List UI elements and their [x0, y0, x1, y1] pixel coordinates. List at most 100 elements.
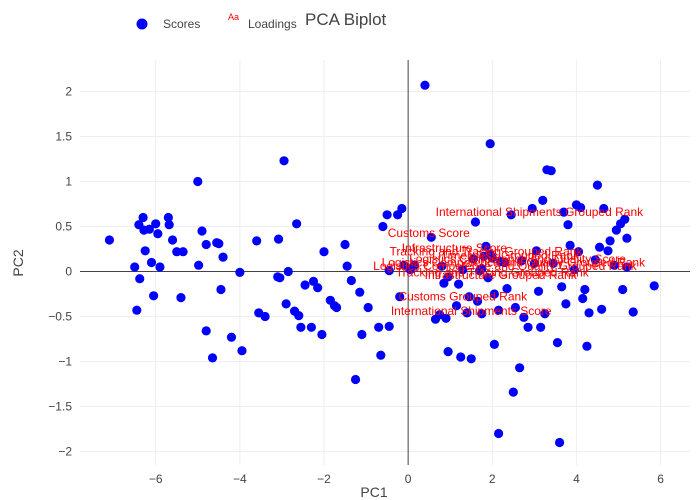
score-point[interactable] [523, 322, 533, 332]
score-point[interactable] [517, 256, 527, 266]
score-point[interactable] [104, 235, 115, 245]
score-point[interactable] [426, 232, 436, 242]
score-point[interactable] [456, 352, 466, 362]
score-point[interactable] [489, 289, 499, 299]
score-point[interactable] [437, 261, 447, 271]
score-point[interactable] [599, 203, 609, 214]
score-point[interactable] [531, 246, 542, 256]
score-point[interactable] [468, 254, 478, 264]
score-point[interactable] [218, 252, 228, 262]
score-point[interactable] [649, 281, 659, 291]
score-point[interactable] [500, 257, 510, 268]
score-point[interactable] [493, 305, 504, 315]
score-point[interactable] [235, 267, 245, 277]
score-point[interactable] [548, 258, 558, 268]
score-point[interactable] [382, 210, 392, 220]
score-point[interactable] [508, 387, 518, 397]
score-point[interactable] [561, 299, 571, 309]
score-point[interactable] [164, 220, 174, 230]
score-point[interactable] [493, 428, 504, 439]
score-point[interactable] [260, 311, 270, 322]
score-point[interactable] [378, 221, 388, 232]
score-point[interactable] [540, 309, 550, 319]
score-point[interactable] [296, 322, 306, 332]
score-point[interactable] [546, 166, 556, 176]
score-point[interactable] [340, 239, 350, 250]
score-point[interactable] [477, 264, 487, 274]
score-point[interactable] [628, 307, 638, 317]
score-point[interactable] [597, 304, 607, 314]
score-point[interactable] [603, 246, 613, 256]
score-point[interactable] [384, 266, 394, 276]
score-point[interactable] [464, 292, 474, 302]
score-point[interactable] [132, 305, 142, 315]
score-point[interactable] [130, 262, 140, 272]
score-point[interactable] [151, 219, 161, 229]
score-point[interactable] [167, 235, 178, 245]
score-point[interactable] [292, 219, 302, 229]
score-point[interactable] [565, 240, 575, 250]
score-point[interactable] [584, 308, 594, 318]
score-point[interactable] [443, 347, 453, 357]
score-point[interactable] [590, 255, 600, 265]
score-point[interactable] [569, 265, 579, 275]
score-point[interactable] [580, 284, 590, 295]
score-point[interactable] [510, 302, 521, 313]
score-point[interactable] [279, 156, 289, 166]
score-point[interactable] [176, 293, 186, 303]
score-point[interactable] [454, 279, 464, 289]
score-point[interactable] [536, 322, 546, 332]
score-point[interactable] [178, 247, 188, 257]
score-point[interactable] [420, 80, 430, 90]
score-point[interactable] [515, 363, 525, 373]
score-point[interactable] [226, 332, 237, 342]
score-point[interactable] [363, 302, 373, 313]
score-point[interactable] [582, 341, 592, 351]
score-point[interactable] [342, 261, 352, 271]
score-point[interactable] [306, 322, 316, 332]
score-point[interactable] [281, 299, 291, 309]
score-point[interactable] [506, 210, 516, 220]
score-point[interactable] [273, 234, 284, 244]
score-point[interactable] [451, 301, 462, 311]
score-point[interactable] [409, 260, 420, 270]
score-point[interactable] [207, 353, 218, 363]
score-point[interactable] [554, 437, 565, 448]
score-point[interactable] [578, 293, 588, 304]
score-point[interactable] [300, 280, 310, 290]
legend[interactable]: Scores Aa Loadings [136, 12, 297, 31]
score-point[interactable] [559, 207, 569, 217]
score-point[interactable] [443, 272, 453, 282]
score-point[interactable] [533, 286, 544, 296]
score-point[interactable] [216, 284, 226, 295]
score-point[interactable] [346, 275, 356, 286]
score-point[interactable] [149, 291, 159, 301]
score-point[interactable] [374, 322, 384, 332]
score-point[interactable] [201, 239, 211, 250]
score-point[interactable] [573, 247, 584, 257]
score-point[interactable] [519, 312, 529, 322]
score-point[interactable] [153, 229, 163, 239]
score-point[interactable] [355, 287, 365, 297]
score-point[interactable] [395, 292, 405, 302]
score-point[interactable] [552, 338, 563, 348]
score-point[interactable] [576, 203, 586, 213]
score-point[interactable] [462, 308, 472, 318]
score-point[interactable] [538, 195, 548, 205]
score-point[interactable] [458, 265, 468, 275]
score-point[interactable] [197, 226, 207, 236]
score-point[interactable] [172, 247, 182, 257]
score-point[interactable] [384, 321, 394, 331]
score-point[interactable] [332, 302, 342, 313]
score-point[interactable] [563, 220, 573, 230]
score-point[interactable] [618, 284, 628, 295]
score-point[interactable] [294, 311, 304, 321]
score-point[interactable] [609, 260, 619, 270]
score-point[interactable] [350, 374, 361, 385]
score-point[interactable] [594, 242, 605, 252]
score-point[interactable] [275, 273, 285, 283]
score-point[interactable] [489, 339, 499, 349]
score-point[interactable] [466, 354, 476, 364]
score-point[interactable] [163, 212, 173, 223]
score-point[interactable] [477, 309, 487, 319]
